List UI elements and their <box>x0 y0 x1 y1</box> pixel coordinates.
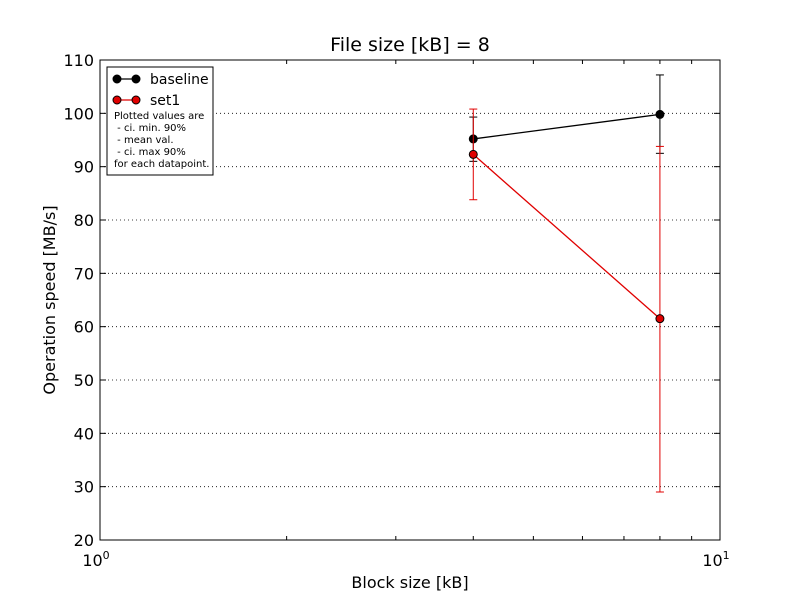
legend-box <box>106 66 214 176</box>
legend-marker-set1 <box>112 95 122 105</box>
chart-title: File size [kB] = 8 <box>330 34 490 56</box>
legend: baseline set1 Plotted values are - ci. min… <box>106 66 214 176</box>
baseline-point <box>655 109 665 119</box>
ticks: 20 30 40 50 60 70 80 90 100 110 100 101 <box>63 51 729 570</box>
legend-note-line: - ci. min. 90% <box>114 123 186 134</box>
y-tick-label: 50 <box>74 371 94 390</box>
series-layer <box>468 74 665 493</box>
legend-label-set1: set1 <box>150 93 180 109</box>
grid <box>100 112 720 488</box>
y-tick-label: 20 <box>74 531 94 550</box>
legend-note-line: - mean val. <box>114 135 174 146</box>
legend-label-baseline: baseline <box>150 72 209 88</box>
set1-point <box>655 314 665 324</box>
x-tick-label: 101 <box>702 549 729 570</box>
series-baseline <box>468 74 665 162</box>
legend-note-line: - ci. max 90% <box>114 147 186 158</box>
legend-note-line: Plotted values are <box>114 111 204 122</box>
legend-marker-baseline <box>112 74 122 84</box>
y-tick-label: 30 <box>74 478 94 497</box>
y-tick-label: 90 <box>74 158 94 177</box>
y-axis-label: Operation speed [MB/s] <box>40 205 59 394</box>
set1-point <box>468 149 478 159</box>
x-tick-label: 100 <box>82 549 109 570</box>
y-tick-label: 80 <box>74 211 94 230</box>
y-tick-label: 110 <box>63 51 94 70</box>
plot-frame <box>99 59 721 541</box>
x-axis-label: Block size [kB] <box>351 573 468 592</box>
set1-line <box>472 153 661 320</box>
series-set1 <box>468 108 665 493</box>
legend-marker-baseline <box>131 74 141 84</box>
y-tick-label: 100 <box>63 104 94 123</box>
y-tick-label: 60 <box>74 318 94 337</box>
y-tick-label: 70 <box>74 264 94 283</box>
baseline-line <box>473 113 661 140</box>
legend-marker-set1 <box>131 95 141 105</box>
y-tick-label: 40 <box>74 424 94 443</box>
legend-note-line: for each datapoint. <box>114 159 209 170</box>
